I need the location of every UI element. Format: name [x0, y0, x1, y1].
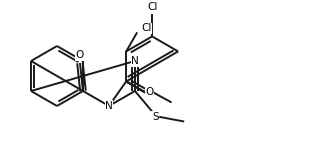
Text: Cl: Cl	[147, 2, 157, 12]
Text: Cl: Cl	[141, 23, 151, 33]
Text: N: N	[105, 101, 113, 111]
Text: O: O	[76, 51, 84, 61]
Text: S: S	[152, 112, 159, 122]
Text: O: O	[145, 87, 153, 97]
Text: N: N	[131, 56, 139, 66]
